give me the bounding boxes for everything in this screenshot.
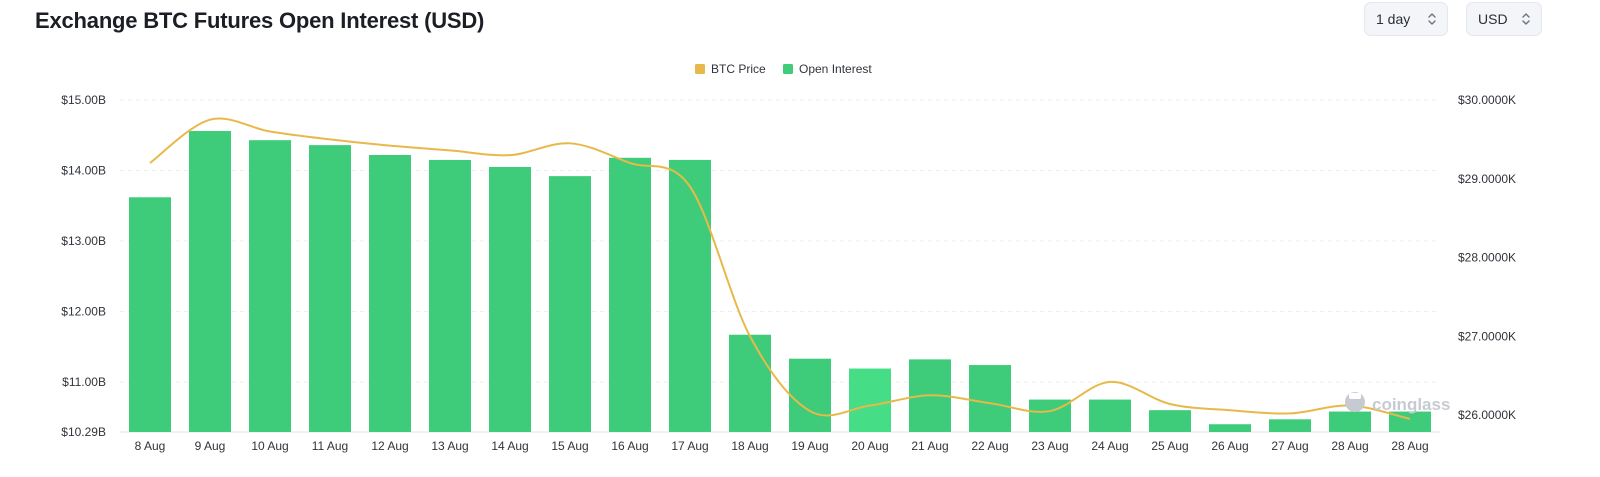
x-axis-tick-label: 9 Aug: [195, 439, 226, 453]
left-axis-tick-label: $12.00B: [61, 304, 106, 318]
x-axis-tick-label: 24 Aug: [1091, 439, 1128, 453]
coinglass-watermark: coinglass: [1345, 392, 1450, 414]
x-axis-tick-label: 17 Aug: [671, 439, 708, 453]
x-axis-tick-label: 14 Aug: [491, 439, 528, 453]
x-axis-tick-label: 28 Aug: [1391, 439, 1428, 453]
open-interest-bar[interactable]: [1329, 411, 1371, 432]
x-axis-tick-label: 8 Aug: [135, 439, 166, 453]
x-axis-tick-label: 10 Aug: [251, 439, 288, 453]
page-title: Exchange BTC Futures Open Interest (USD): [35, 8, 485, 33]
x-axis-tick-label: 12 Aug: [371, 439, 408, 453]
watermark-text: coinglass: [1372, 395, 1450, 414]
open-interest-bar[interactable]: [849, 368, 891, 432]
right-axis: $26.0000K $27.0000K $28.0000K $29.0000K $30.…: [1458, 93, 1516, 422]
right-axis-tick-label: $30.0000K: [1458, 93, 1516, 107]
open-interest-bar[interactable]: [189, 131, 231, 432]
open-interest-bar[interactable]: [1209, 424, 1251, 432]
left-axis-tick-label: $11.00B: [62, 375, 106, 389]
left-axis: $10.29B $11.00B $12.00B $13.00B $14.00B $15.0…: [61, 93, 106, 439]
legend-swatch-btc-price: [695, 64, 705, 74]
left-axis-tick-label: $15.00B: [61, 93, 106, 107]
open-interest-bar[interactable]: [369, 154, 411, 432]
right-axis-tick-label: $28.0000K: [1458, 251, 1516, 265]
x-axis-tick-label: 22 Aug: [971, 439, 1008, 453]
btc-price-line-path[interactable]: [149, 117, 1411, 420]
x-axis-tick-label: 18 Aug: [731, 439, 768, 453]
x-axis-tick-label: 20 Aug: [851, 439, 888, 453]
open-interest-bar[interactable]: [429, 159, 471, 432]
open-interest-bar[interactable]: [669, 159, 711, 432]
x-axis-tick-label: 25 Aug: [1151, 439, 1188, 453]
right-axis-tick-label: $26.0000K: [1458, 408, 1516, 422]
open-interest-bar[interactable]: [489, 166, 531, 432]
x-axis-tick-label: 16 Aug: [611, 439, 648, 453]
legend-label-btc-price[interactable]: BTC Price: [711, 62, 766, 76]
open-interest-bar[interactable]: [549, 176, 591, 432]
currency-select[interactable]: USD: [1466, 2, 1542, 36]
left-axis-tick-label: $10.29B: [61, 425, 106, 439]
open-interest-bar[interactable]: [789, 358, 831, 432]
x-axis-tick-label: 21 Aug: [911, 439, 948, 453]
legend-label-open-interest[interactable]: Open Interest: [799, 62, 872, 76]
right-axis-tick-label: $29.0000K: [1458, 172, 1516, 186]
legend-swatch-open-interest: [783, 64, 793, 74]
open-interest-bar[interactable]: [129, 197, 171, 432]
open-interest-bar[interactable]: [729, 334, 771, 432]
x-axis-tick-label: 13 Aug: [431, 439, 468, 453]
left-axis-tick-label: $13.00B: [61, 234, 106, 248]
open-interest-bar[interactable]: [609, 157, 651, 433]
btc-price-line: [149, 117, 1411, 420]
interval-select[interactable]: 1 day: [1364, 2, 1448, 36]
currency-select-value: USD: [1478, 11, 1508, 27]
x-axis-tick-label: 27 Aug: [1271, 439, 1308, 453]
x-axis: 8 Aug 9 Aug 10 Aug 11 Aug 12 Aug 13 Aug 14 Aug…: [135, 439, 1429, 453]
open-interest-bars: [129, 131, 1431, 433]
x-axis-tick-label: 23 Aug: [1031, 439, 1068, 453]
x-axis-tick-label: 15 Aug: [551, 439, 588, 453]
open-interest-bar[interactable]: [309, 145, 351, 432]
legend: BTC Price Open Interest: [695, 62, 872, 76]
x-axis-tick-label: 26 Aug: [1211, 439, 1248, 453]
interval-select-value: 1 day: [1376, 11, 1411, 27]
right-axis-tick-label: $27.0000K: [1458, 329, 1516, 343]
open-interest-bar[interactable]: [1269, 419, 1311, 432]
x-axis-tick-label: 28 Aug: [1331, 439, 1368, 453]
chevron-updown-icon: [1428, 13, 1436, 25]
open-interest-bar[interactable]: [1089, 399, 1131, 432]
open-interest-bar[interactable]: [969, 365, 1011, 432]
open-interest-bar[interactable]: [249, 140, 291, 432]
chevron-updown-icon: [1522, 13, 1530, 25]
left-axis-tick-label: $14.00B: [61, 163, 106, 177]
open-interest-bar[interactable]: [1149, 410, 1191, 432]
x-axis-tick-label: 11 Aug: [312, 439, 348, 453]
x-axis-tick-label: 19 Aug: [791, 439, 828, 453]
